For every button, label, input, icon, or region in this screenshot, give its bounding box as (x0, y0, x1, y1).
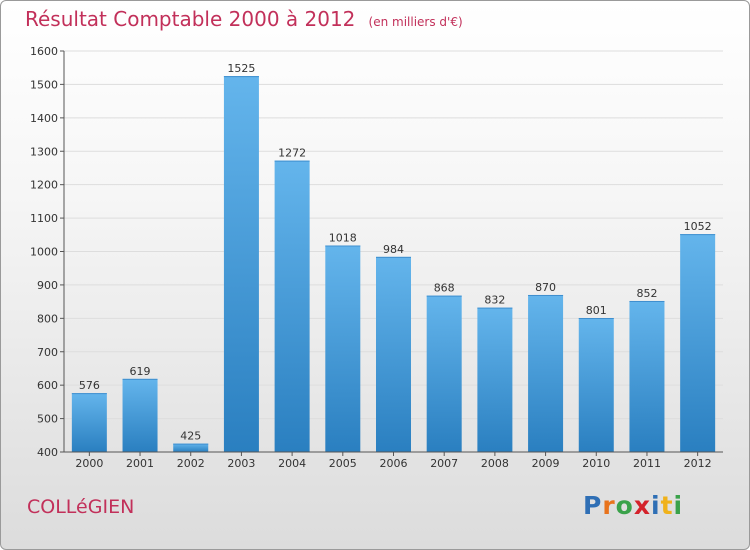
x-tick-label: 2007 (430, 457, 458, 470)
value-label: 852 (636, 287, 657, 300)
value-label: 1018 (329, 231, 357, 244)
bar-2009 (528, 294, 564, 452)
value-label: 870 (535, 281, 556, 294)
chart-title: Résultat Comptable 2000 à 2012 (en milli… (25, 7, 463, 31)
x-tick-label: 2003 (227, 457, 255, 470)
value-label: 984 (383, 243, 404, 256)
value-label: 619 (130, 365, 151, 378)
logo-letter: o (615, 491, 634, 520)
x-tick-label: 2011 (633, 457, 661, 470)
y-tick-label: 1600 (30, 45, 58, 58)
bar-2008 (477, 307, 513, 452)
bar-2010 (578, 317, 614, 452)
value-label: 868 (434, 282, 455, 295)
bar-2001 (122, 378, 158, 452)
proxiti-logo[interactable]: Proxiti (583, 491, 683, 520)
value-label: 425 (180, 430, 201, 443)
logo-letter: t (660, 491, 674, 520)
city-name: COLLéGIEN (27, 496, 135, 518)
logo-letter: P (583, 491, 603, 520)
bar-2005 (325, 245, 361, 452)
logo-letter: i (673, 491, 684, 520)
x-tick-label: 2002 (177, 457, 205, 470)
bar-2004 (274, 160, 310, 452)
value-label: 1052 (684, 220, 712, 233)
value-label: 1525 (227, 62, 255, 75)
y-tick-label: 700 (37, 346, 58, 359)
bars (71, 76, 716, 452)
x-tick-label: 2012 (684, 457, 712, 470)
value-label: 801 (586, 304, 607, 317)
y-tick-label: 1400 (30, 112, 58, 125)
y-tick-label: 600 (37, 379, 58, 392)
logo-letter: i (651, 491, 661, 520)
logo-letter: x (633, 491, 651, 520)
y-tick-label: 800 (37, 312, 58, 325)
y-tick-label: 900 (37, 279, 58, 292)
x-tick-label: 2006 (380, 457, 408, 470)
y-tick-label: 500 (37, 413, 58, 426)
x-tick-label: 2004 (278, 457, 306, 470)
bar-2012 (680, 234, 716, 452)
bar-2007 (426, 295, 462, 452)
x-tick-label: 2000 (75, 457, 103, 470)
y-tick-label: 1100 (30, 212, 58, 225)
value-label: 1272 (278, 147, 306, 160)
title-main: Résultat Comptable 2000 à 2012 (25, 7, 356, 31)
bar-2011 (629, 300, 665, 452)
logo-letter: r (602, 491, 616, 520)
title-unit: (en milliers d'€) (368, 15, 463, 29)
y-tick-label: 1500 (30, 78, 58, 91)
bar-2003 (223, 76, 259, 452)
y-tick-label: 1000 (30, 246, 58, 259)
value-label: 576 (79, 379, 100, 392)
x-tick-label: 2010 (582, 457, 610, 470)
labels: 400 500 600 700 800 900 1000 1100 1200 1300 1400 15… (30, 45, 712, 470)
x-tick-label: 2005 (329, 457, 357, 470)
y-tick-label: 1200 (30, 179, 58, 192)
x-tick-label: 2001 (126, 457, 154, 470)
bar-2006 (376, 256, 411, 452)
x-tick-label: 2008 (481, 457, 509, 470)
x-tick-label: 2009 (532, 457, 560, 470)
bar-2002 (173, 443, 209, 452)
axes (60, 50, 723, 456)
y-tick-label: 400 (37, 446, 58, 459)
y-tick-label: 1300 (30, 145, 58, 158)
value-label: 832 (484, 294, 505, 307)
bar-2000 (71, 393, 107, 452)
